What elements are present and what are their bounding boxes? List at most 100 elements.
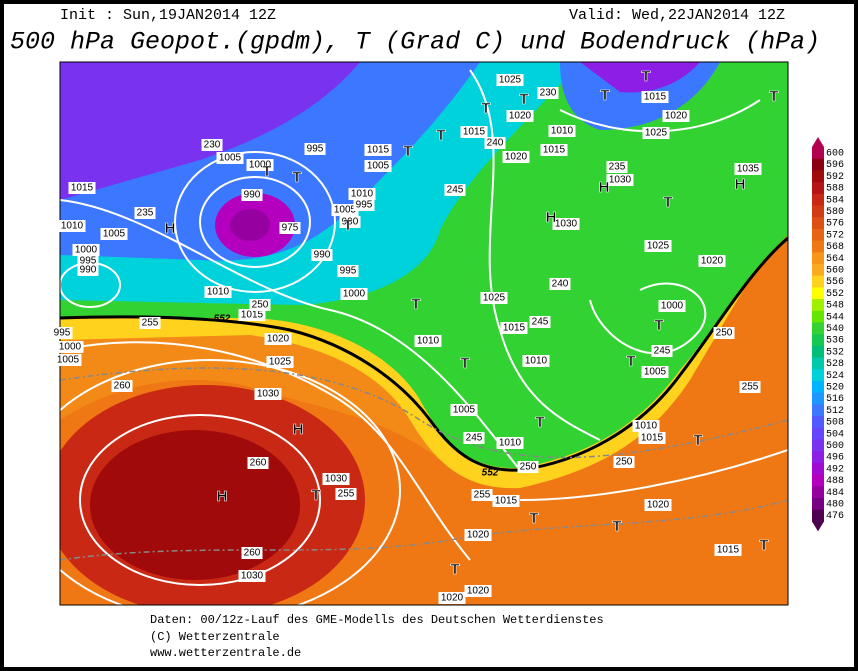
label-box bbox=[613, 456, 635, 468]
isoline-label: 1000 bbox=[249, 160, 272, 171]
legend-label: 516 bbox=[826, 394, 844, 405]
label-box bbox=[642, 127, 670, 139]
label-box bbox=[264, 333, 292, 345]
legend-swatch bbox=[812, 427, 824, 440]
isoline-label: 1000 bbox=[75, 245, 98, 256]
isoline-label: 1005 bbox=[57, 355, 80, 366]
isoline-label: 1030 bbox=[555, 219, 578, 230]
label-box bbox=[651, 345, 673, 357]
legend-swatch bbox=[812, 147, 824, 160]
pressure-center: T bbox=[769, 88, 778, 105]
pressure-center: H bbox=[546, 209, 557, 226]
legend-swatch bbox=[812, 357, 824, 370]
legend-label: 528 bbox=[826, 359, 844, 370]
isoline-label: 1010 bbox=[635, 421, 658, 432]
label-box bbox=[266, 356, 294, 368]
pressure-center: T bbox=[759, 537, 768, 554]
legend-label: 584 bbox=[826, 195, 844, 206]
legend-label: 544 bbox=[826, 312, 844, 323]
pressure-center: T bbox=[481, 100, 490, 117]
label-box bbox=[54, 354, 82, 366]
legend-label: 488 bbox=[826, 476, 844, 487]
isoline-label: 260 bbox=[114, 381, 131, 392]
legend-label: 596 bbox=[826, 160, 844, 171]
legend-arrow-top bbox=[812, 137, 824, 147]
legend-label: 476 bbox=[826, 511, 844, 522]
isoline-label: 1015 bbox=[71, 183, 94, 194]
label-box bbox=[58, 220, 86, 232]
isoline-label: 990 bbox=[244, 190, 261, 201]
label-box bbox=[662, 110, 690, 122]
pressure-center: T bbox=[535, 414, 544, 431]
label-box bbox=[247, 457, 269, 469]
legend-label: 512 bbox=[826, 406, 844, 417]
legend-swatch bbox=[812, 287, 824, 300]
label-box bbox=[246, 159, 274, 171]
isoline-label: 1000 bbox=[59, 342, 82, 353]
isoline-label: 235 bbox=[609, 162, 626, 173]
legend-label: 484 bbox=[826, 488, 844, 499]
footer-copyright: (C) Wetterzentrale bbox=[150, 630, 280, 644]
legend-swatch bbox=[812, 486, 824, 499]
label-box bbox=[463, 432, 485, 444]
isoline-label: 240 bbox=[487, 138, 504, 149]
label-box bbox=[249, 299, 271, 311]
isoline-label: 1020 bbox=[267, 334, 290, 345]
label-box bbox=[134, 207, 156, 219]
legend-label: 500 bbox=[826, 441, 844, 452]
legend-swatch bbox=[812, 182, 824, 195]
label-box bbox=[100, 228, 128, 240]
legend-swatch bbox=[812, 334, 824, 347]
legend-label: 572 bbox=[826, 230, 844, 241]
isoline-label: 250 bbox=[252, 300, 269, 311]
isoline-label: 1000 bbox=[661, 301, 684, 312]
legend-swatch bbox=[812, 451, 824, 464]
label-box bbox=[540, 144, 568, 156]
label-box bbox=[331, 204, 359, 216]
label-box bbox=[641, 91, 669, 103]
isoline-label: 230 bbox=[540, 88, 557, 99]
label-box bbox=[606, 161, 628, 173]
isoline-label: 1005 bbox=[644, 367, 667, 378]
legend-swatch bbox=[812, 217, 824, 230]
label-box bbox=[51, 327, 73, 339]
legend-swatch bbox=[812, 345, 824, 359]
pressure-center: H bbox=[293, 421, 304, 438]
isoline-label: 1020 bbox=[467, 530, 490, 541]
isoline-label: 1010 bbox=[61, 221, 84, 232]
isoline-label: 1030 bbox=[325, 474, 348, 485]
pressure-center: T bbox=[343, 217, 352, 234]
label-box bbox=[480, 292, 508, 304]
isoline-label: 1010 bbox=[207, 287, 230, 298]
legend-label: 504 bbox=[826, 429, 844, 440]
legend-swatch bbox=[812, 392, 824, 405]
legend-swatch bbox=[812, 252, 824, 265]
label-box bbox=[517, 461, 539, 473]
isoline-label: 995 bbox=[356, 200, 373, 211]
label-box bbox=[254, 388, 282, 400]
label-box bbox=[72, 244, 100, 256]
label-box bbox=[464, 585, 492, 597]
label-box bbox=[238, 570, 266, 582]
isoline-label: 1010 bbox=[551, 126, 574, 137]
isoline-label: 1005 bbox=[453, 405, 476, 416]
label-box bbox=[460, 126, 488, 138]
legend-label: 496 bbox=[826, 453, 844, 464]
isoline-label: 1025 bbox=[499, 75, 522, 86]
isoline-label: 1010 bbox=[351, 189, 374, 200]
label-box bbox=[638, 432, 666, 444]
legend-label: 600 bbox=[826, 148, 844, 159]
isoline-label: 1015 bbox=[644, 92, 667, 103]
contour-label: 552 bbox=[214, 314, 231, 325]
legend-swatch bbox=[812, 369, 824, 382]
label-box bbox=[201, 139, 223, 151]
valid-time: Valid: Wed,22JAN2014 12Z bbox=[569, 7, 785, 24]
label-box bbox=[464, 529, 492, 541]
isoline-label: 990 bbox=[80, 265, 97, 276]
legend-label: 564 bbox=[826, 254, 844, 265]
label-box bbox=[241, 189, 263, 201]
isoline-label: 1020 bbox=[701, 256, 724, 267]
pressure-center: T bbox=[654, 317, 663, 334]
pressure-center: T bbox=[626, 353, 635, 370]
